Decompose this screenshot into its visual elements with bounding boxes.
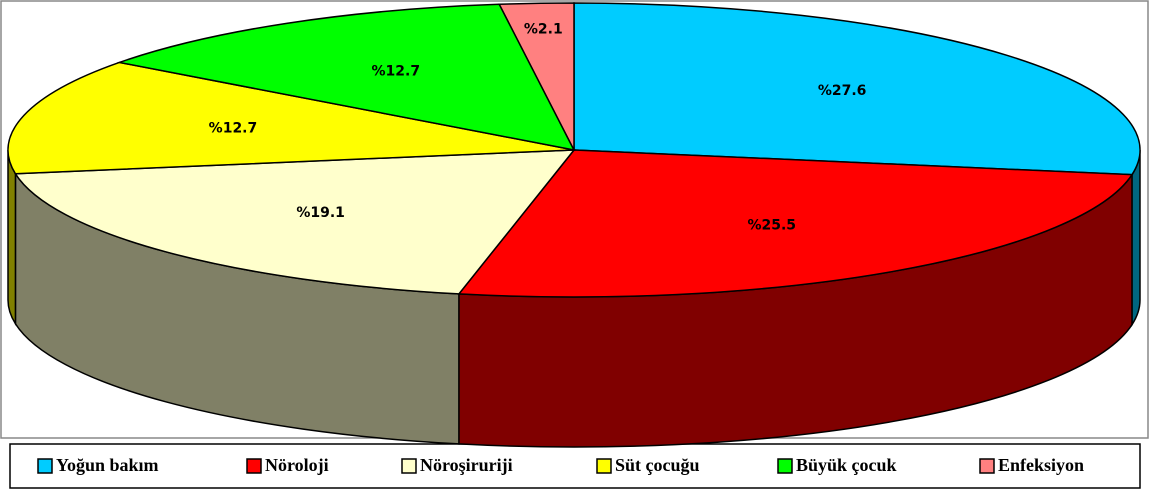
- slice: [14, 149, 576, 295]
- legend-label: Nöroşiruriji: [420, 455, 513, 475]
- slice-side: [1131, 149, 1141, 328]
- slice-side: [7, 149, 17, 327]
- legend-swatch: [979, 458, 995, 474]
- legend-label: Nöroloji: [265, 455, 329, 475]
- data-label: %12.7: [209, 121, 258, 137]
- data-label: %2.1: [524, 22, 563, 38]
- data-label: %25.5: [747, 217, 796, 233]
- slice: [116, 3, 576, 152]
- legend-label: Süt çocuğu: [615, 455, 700, 475]
- legend-box: [9, 443, 1141, 489]
- data-label: %12.7: [372, 63, 421, 79]
- slice: [7, 61, 575, 175]
- data-label: %19.1: [296, 205, 345, 221]
- legend-swatch: [37, 458, 53, 474]
- legend-swatch: [401, 458, 417, 474]
- legend-label: Yoğun bakım: [56, 455, 159, 475]
- legend-label: Büyük çocuk: [796, 455, 897, 475]
- data-label: %27.6: [818, 83, 867, 99]
- legend-label: Enfeksiyon: [998, 455, 1084, 475]
- slice: [498, 2, 575, 151]
- slice: [457, 149, 1134, 298]
- legend-swatch: [596, 458, 612, 474]
- legend-swatch: [777, 458, 793, 474]
- slice: [573, 2, 1141, 176]
- legend-swatch: [246, 458, 262, 474]
